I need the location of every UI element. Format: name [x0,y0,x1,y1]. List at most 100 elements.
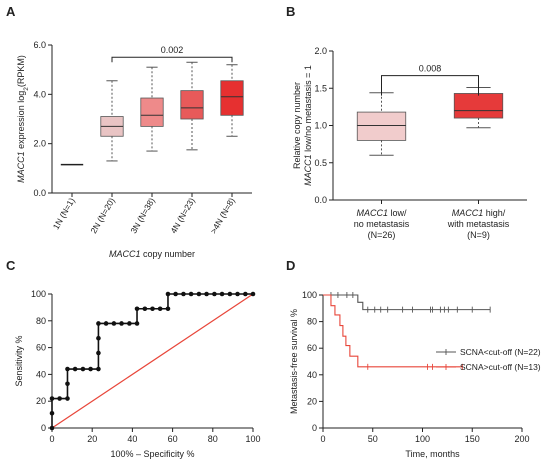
roc-point-c [96,366,101,372]
y-tick-label-c: 0 [41,423,46,433]
box-a [220,80,244,116]
roc-point-c [165,291,171,297]
p-value-a: 0.002 [161,45,184,55]
x-tick-label-a: >4N (N=8) [208,196,237,236]
significance-bracket-a [111,56,233,63]
roc-point-c [49,410,55,416]
x-tick-label-a: 4N (N=23) [168,196,196,235]
y-tick-label-c: 20 [36,396,46,406]
roc-point-c [235,291,240,297]
y-tick-label-c: 60 [36,343,46,353]
y-tick-label-b: 0.5 [314,158,327,168]
box-a [140,97,164,127]
significance-bracket-b [381,75,479,96]
survival-curve-d [323,294,463,368]
y-tick-label-d: 60 [307,343,317,353]
roc-point-c [204,291,209,297]
panel-label-d: D [286,258,295,273]
roc-point-c [250,291,256,297]
panel-label-a: A [6,4,16,19]
y-tick-label-a: 6.0 [33,40,46,50]
x-tick-label-d: 50 [368,434,378,444]
box-a [180,90,204,120]
x-tick-label-b: with metastasis [447,219,510,229]
y-tick-label-a: 0.0 [33,188,46,198]
y-tick-label-b: 0.0 [314,195,327,205]
roc-point-c [96,350,101,356]
y-tick-label-d: 40 [307,370,317,380]
roc-point-c [157,306,163,312]
x-tick-label-c: 80 [208,434,218,444]
x-tick-label-d: 100 [415,434,430,444]
roc-point-c [96,321,101,326]
roc-point-c [65,381,70,387]
box-chart-a: 0.0 2.0 4.0 6.0 1N (N=1) 2N (N=20) 3N (N=38) 4N… [16,40,252,259]
roc-point-c [188,291,194,297]
roc-point-c [150,306,155,312]
x-tick-label-b: no metastasis [354,219,410,229]
roc-point-c [212,291,217,297]
x-tick-label-b: (N=9) [467,230,490,240]
legend-label-d: SCNA>cut-off (N=13) [460,362,541,372]
x-tick-label-c: 0 [49,434,54,444]
y-tick-label-a: 2.0 [33,139,46,149]
roc-point-c [219,291,225,297]
y-axis-title-c: Sensitivity % [14,335,24,386]
roc-point-c [173,291,178,297]
roc-point-c [49,425,55,431]
roc-point-c [196,291,202,297]
roc-point-c [127,321,132,326]
x-tick-label-b: MACC1 low/ [356,208,407,218]
x-axis-title-c: 100% – Specificity % [110,449,194,459]
roc-point-c [80,366,86,372]
survival-chart-d: 0 20 40 60 80 100 0 50 100 150 200 SCNA<cut-off (N=… [289,290,541,459]
roc-point-c [72,366,78,372]
roc-point-c [243,291,248,297]
y-axis-title-b: Relative copy number [292,82,302,169]
x-tick-label-c: 20 [87,434,97,444]
roc-point-c [88,366,93,372]
roc-point-c [165,306,171,312]
y-tick-label-c: 40 [36,369,46,379]
legend-label-d: SCNA<cut-off (N=22) [460,347,541,357]
y-axis-title-b: MACC1 low/no metastasis = 1 [303,65,313,186]
roc-point-c [134,306,140,312]
panel-label-b: B [286,4,295,19]
x-tick-label-d: 150 [465,434,480,444]
x-tick-label-c: 40 [127,434,137,444]
box-b [453,93,504,119]
x-tick-label-d: 0 [320,434,325,444]
y-tick-label-d: 0 [312,423,317,433]
x-tick-label-c: 60 [168,434,178,444]
survival-curve-d [323,294,491,311]
y-tick-label-d: 20 [307,396,317,406]
panel-label-c: C [6,258,16,273]
roc-point-c [227,291,233,297]
y-tick-label-b: 2.0 [314,46,327,56]
y-tick-label-c: 80 [36,316,46,326]
roc-point-c [134,321,140,326]
roc-point-c [65,396,70,401]
x-tick-label-b: (N=26) [368,230,396,240]
roc-point-c [142,306,148,312]
y-tick-label-b: 1.5 [314,83,327,93]
x-tick-label-a: 1N (N=1) [51,196,77,231]
p-value-b: 0.008 [419,64,442,74]
roc-point-c [57,396,62,401]
y-tick-label-a: 4.0 [33,89,46,99]
x-tick-label-a: 3N (N=38) [128,196,156,235]
roc-point-c [111,321,117,326]
box-b [356,111,407,141]
y-tick-label-c: 100 [31,289,46,299]
roc-point-c [119,321,124,326]
y-tick-label-d: 100 [302,290,317,300]
roc-point-c [181,291,186,297]
reference-line-c [51,293,254,429]
y-axis-title-d: Metastasis-free survival % [289,309,299,414]
x-tick-label-c: 100 [245,434,260,444]
roc-point-c [65,366,70,372]
x-axis-title-d: Time, months [405,449,460,459]
x-axis-title-a: MACC1 copy number [109,249,195,259]
